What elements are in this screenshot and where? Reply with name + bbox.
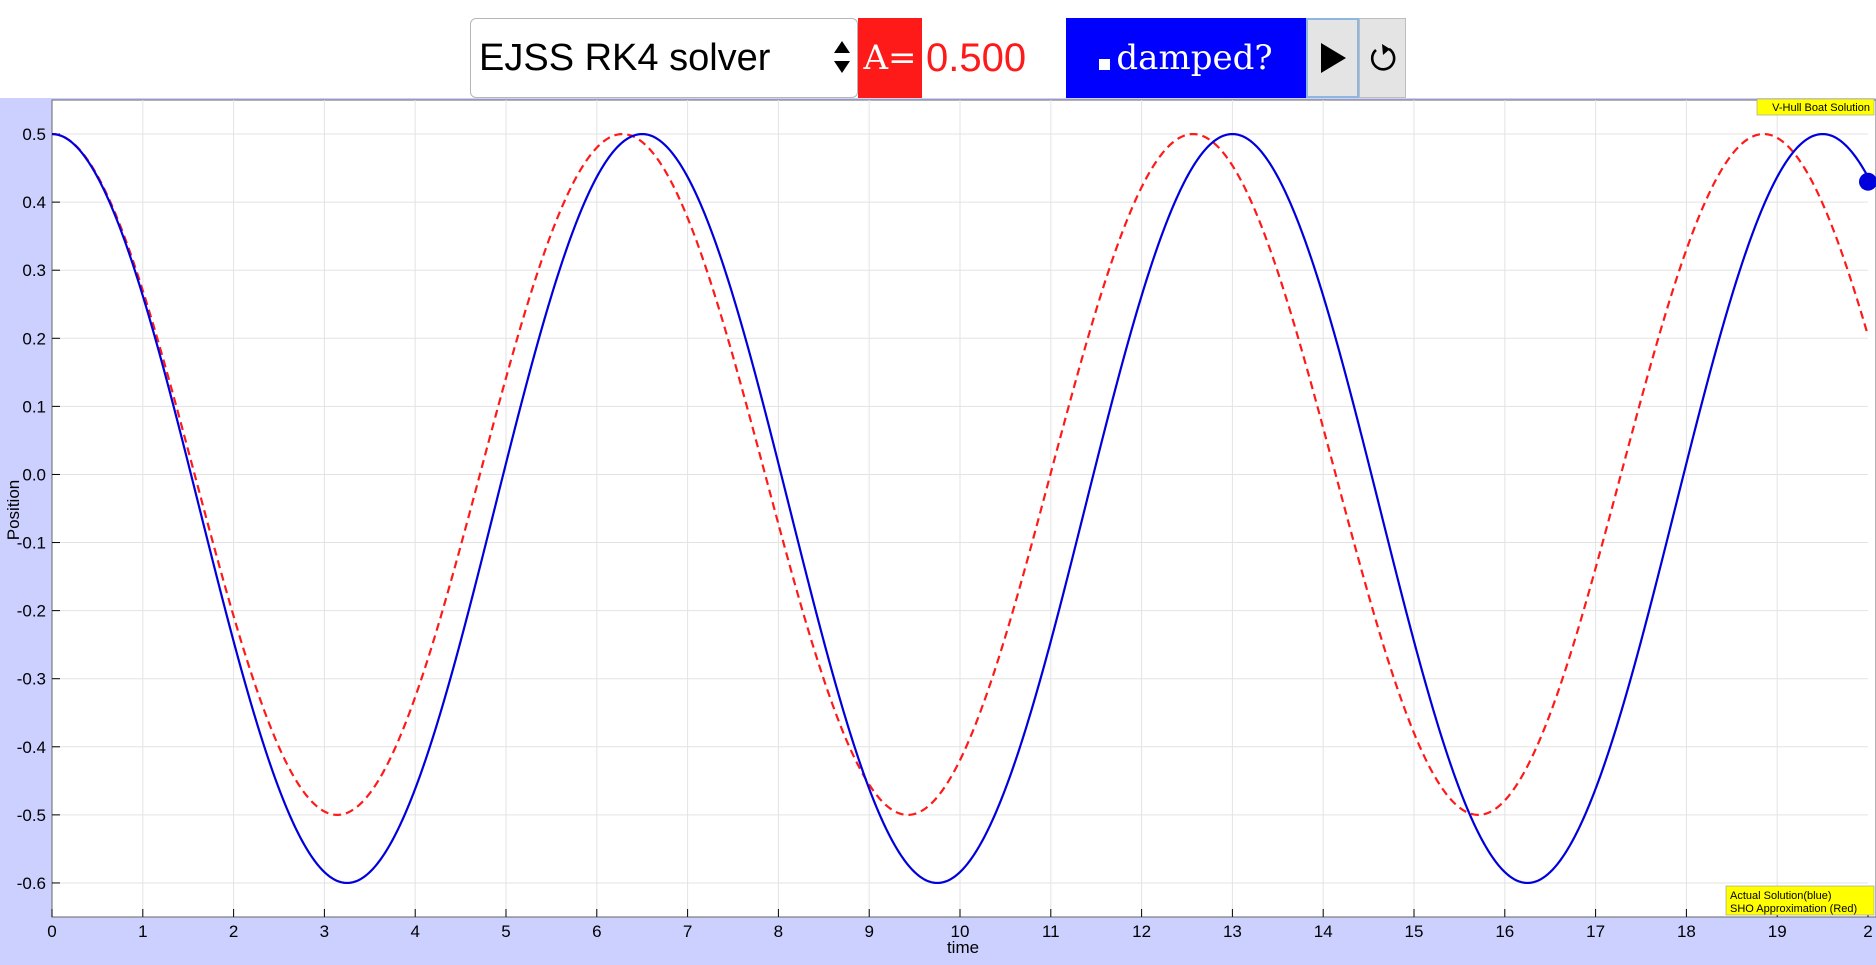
x-tick-label: 2	[229, 922, 238, 941]
amplitude-input[interactable]	[922, 18, 1063, 98]
y-tick-label: -0.6	[17, 874, 46, 893]
y-tick-label: -0.4	[17, 738, 46, 757]
x-tick-label: 18	[1677, 922, 1696, 941]
y-tick-label: -0.3	[17, 670, 46, 689]
x-axis-title: time	[947, 938, 979, 957]
x-axis: 0 1 2 3 4 5 6 7 8 9 10 11 12 13 14 15 16 17 18 19 2	[47, 909, 1873, 941]
x-tick-label: 17	[1586, 922, 1605, 941]
x-tick-label: 0	[47, 922, 56, 941]
legend-approx-text: SHO Approximation (Red)	[1730, 903, 1857, 915]
amplitude-label: A=	[858, 18, 922, 98]
x-tick-label: 3	[320, 922, 329, 941]
x-tick-label: 12	[1132, 922, 1151, 941]
x-tick-label: 10	[951, 922, 970, 941]
y-axis: 0.5 0.4 0.3 0.2 0.1 0.0 -0.1 -0.2 -0.3 -0.4 -0.5 -0…	[17, 125, 60, 893]
x-tick-label: 7	[683, 922, 692, 941]
x-tick-label: 6	[592, 922, 601, 941]
x-tick-label: 1	[138, 922, 147, 941]
y-tick-label: 0.2	[22, 329, 46, 348]
title-badge-text: V-Hull Boat Solution	[1772, 102, 1870, 114]
x-tick-label: 8	[774, 922, 783, 941]
plot-panel[interactable]: 0 1 2 3 4 5 6 7 8 9 10 11 12 13 14 15 16 17 18 19 2 0.50.40.…	[0, 98, 1876, 965]
y-tick-label: -0.1	[17, 534, 46, 553]
y-tick-label: 0.4	[22, 193, 46, 212]
solver-select[interactable]: EJSS RK4 solver	[470, 18, 858, 98]
legend-badge: Actual Solution(blue) SHO Approximation …	[1725, 885, 1875, 916]
reset-button[interactable]	[1359, 18, 1406, 98]
x-tick-label: 4	[410, 922, 419, 941]
x-tick-label: 19	[1768, 922, 1787, 941]
y-tick-label: -0.5	[17, 806, 46, 825]
x-tick-label: 9	[864, 922, 873, 941]
select-arrows-icon	[834, 41, 850, 73]
series-approx-line	[51, 132, 1870, 816]
reset-icon	[1370, 44, 1395, 71]
title-badge: V-Hull Boat Solution	[1756, 98, 1875, 116]
current-position-marker[interactable]	[1859, 172, 1876, 191]
play-icon	[1320, 43, 1346, 73]
damped-label: damped?	[1116, 38, 1273, 78]
solver-select-value: EJSS RK4 solver	[479, 36, 771, 79]
checkbox-icon	[1099, 58, 1111, 70]
legend-actual-text: Actual Solution(blue)	[1730, 890, 1832, 902]
toolbar: EJSS RK4 solver A= damped?	[0, 0, 1876, 98]
y-axis-title: Position	[4, 480, 23, 540]
damped-checkbox[interactable]: damped?	[1066, 18, 1306, 98]
grid	[52, 100, 1868, 917]
x-tick-label: 5	[501, 922, 510, 941]
x-tick-label: 2	[1863, 922, 1872, 941]
y-tick-label: 0.3	[22, 261, 46, 280]
x-tick-label: 16	[1495, 922, 1514, 941]
play-button[interactable]	[1306, 18, 1359, 98]
plot-area	[51, 99, 1876, 918]
x-tick-label: 13	[1223, 922, 1242, 941]
y-tick-label: 0.5	[22, 125, 46, 144]
y-tick-label: 0.0	[22, 465, 46, 484]
y-tick-label: -0.2	[17, 602, 46, 621]
series-actual-line	[51, 132, 1869, 885]
x-tick-label: 15	[1405, 922, 1424, 941]
x-tick-label: 11	[1042, 922, 1060, 941]
x-tick-label: 14	[1314, 922, 1333, 941]
y-tick-label: 0.1	[22, 397, 46, 416]
